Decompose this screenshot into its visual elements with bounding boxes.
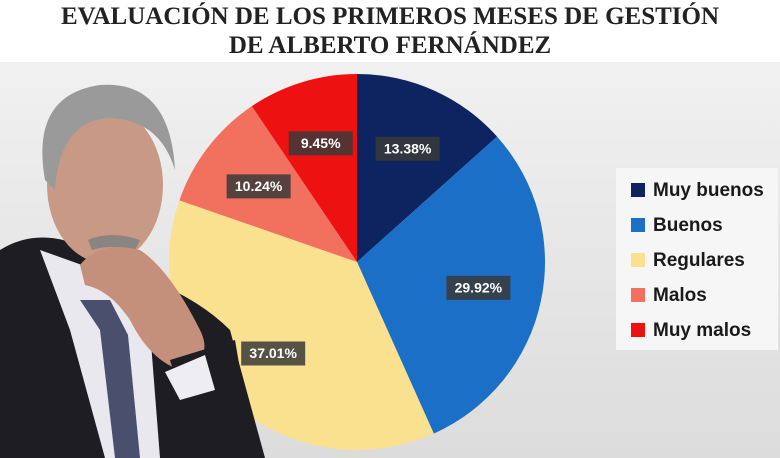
pie-slice: [251, 74, 357, 262]
value-label: 37.01%: [249, 345, 297, 361]
chart-title: EVALUACIÓN DE LOS PRIMEROS MESES DE GEST…: [0, 0, 780, 62]
value-label-bg: [241, 341, 306, 366]
value-label: 10.24%: [235, 178, 283, 194]
value-label: 29.92%: [455, 280, 503, 296]
legend-swatch: [631, 183, 645, 197]
photo: [0, 84, 265, 458]
value-label-bg: [375, 136, 440, 161]
legend-label: Regulares: [653, 250, 745, 271]
legend-label: Muy malos: [653, 320, 751, 341]
legend-label: Buenos: [653, 215, 723, 236]
legend-label: Malos: [653, 285, 707, 306]
legend-swatch: [631, 218, 645, 232]
pie-slice: [357, 74, 498, 262]
legend-swatch: [631, 288, 645, 302]
value-label: 9.45%: [301, 135, 341, 151]
legend-label: Muy buenos: [653, 180, 764, 201]
legend-swatch: [631, 323, 645, 337]
legend-swatch: [631, 253, 645, 267]
value-labels: 13.38% 29.92% 37.01% 10.24% 9.45%: [226, 131, 511, 366]
legend: Muy buenos Buenos Regulares Malos Muy malos: [631, 180, 764, 341]
value-label-bg: [226, 174, 291, 199]
value-label-bg: [446, 275, 511, 300]
value-label: 13.38%: [384, 140, 432, 156]
value-label-bg: [288, 131, 353, 156]
